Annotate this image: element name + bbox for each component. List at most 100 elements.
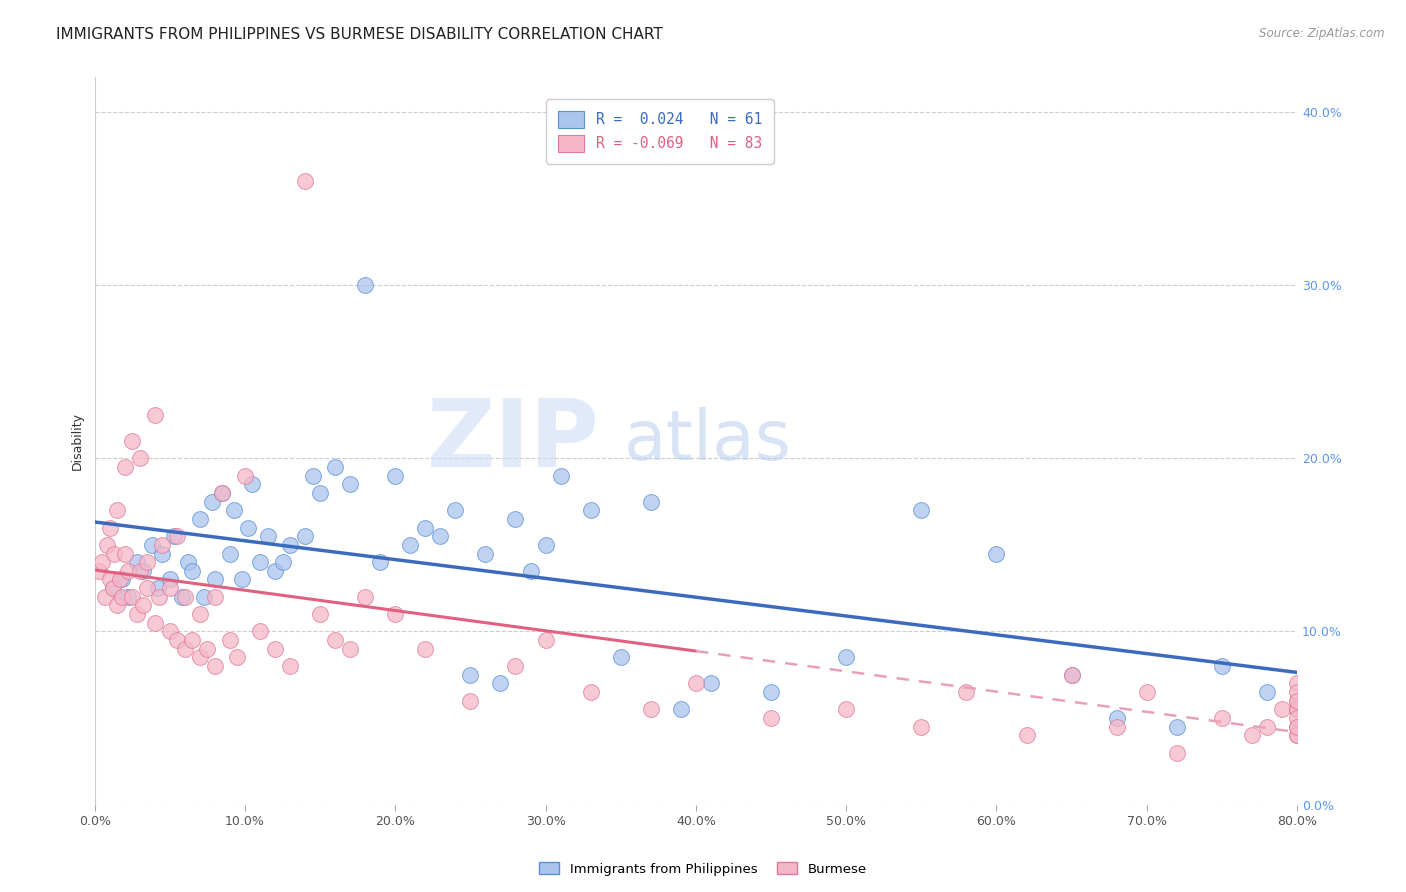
Point xyxy=(111,573,134,587)
Point xyxy=(309,607,332,621)
Point xyxy=(759,685,782,699)
Point xyxy=(195,641,218,656)
Point xyxy=(579,685,602,699)
Point xyxy=(166,633,188,648)
Point xyxy=(399,538,422,552)
Point xyxy=(103,547,125,561)
Point xyxy=(264,564,287,578)
Point xyxy=(1286,728,1309,742)
Point xyxy=(136,555,159,569)
Point xyxy=(429,529,451,543)
Point xyxy=(132,599,155,613)
Point xyxy=(141,538,163,552)
Point xyxy=(233,468,256,483)
Point xyxy=(835,650,858,665)
Point xyxy=(193,590,215,604)
Point xyxy=(143,615,166,630)
Point xyxy=(201,494,224,508)
Point xyxy=(339,641,361,656)
Point xyxy=(384,468,406,483)
Point xyxy=(384,607,406,621)
Point xyxy=(489,676,512,690)
Point xyxy=(159,624,181,639)
Point xyxy=(910,720,932,734)
Point xyxy=(910,503,932,517)
Point xyxy=(173,590,195,604)
Point xyxy=(685,676,707,690)
Point xyxy=(204,659,226,673)
Point xyxy=(609,650,631,665)
Point xyxy=(146,581,169,595)
Point xyxy=(173,641,195,656)
Point xyxy=(114,547,136,561)
Point xyxy=(136,581,159,595)
Point xyxy=(91,555,114,569)
Point xyxy=(94,590,117,604)
Point xyxy=(301,468,323,483)
Point xyxy=(188,607,211,621)
Point xyxy=(1256,685,1278,699)
Point xyxy=(128,564,150,578)
Point xyxy=(98,520,121,534)
Point xyxy=(108,573,131,587)
Point xyxy=(1286,702,1309,716)
Point xyxy=(1060,667,1083,681)
Point xyxy=(700,676,723,690)
Point xyxy=(1166,746,1188,760)
Point xyxy=(1286,693,1309,707)
Point xyxy=(579,503,602,517)
Point xyxy=(640,702,662,716)
Point xyxy=(188,512,211,526)
Point xyxy=(1286,728,1309,742)
Point xyxy=(519,564,541,578)
Point xyxy=(835,702,858,716)
Point xyxy=(1286,702,1309,716)
Point xyxy=(96,538,118,552)
Point xyxy=(1136,685,1159,699)
Point xyxy=(294,174,316,188)
Point xyxy=(98,573,121,587)
Point xyxy=(415,641,437,656)
Point xyxy=(105,599,128,613)
Point xyxy=(219,547,242,561)
Point xyxy=(460,693,482,707)
Point xyxy=(188,650,211,665)
Point xyxy=(125,555,148,569)
Point xyxy=(505,512,527,526)
Point xyxy=(1240,728,1263,742)
Point xyxy=(294,529,316,543)
Point xyxy=(368,555,391,569)
Point xyxy=(1211,659,1233,673)
Point xyxy=(236,520,259,534)
Point xyxy=(204,573,226,587)
Point xyxy=(181,633,204,648)
Point xyxy=(114,459,136,474)
Text: ZIP: ZIP xyxy=(427,395,600,487)
Point xyxy=(159,581,181,595)
Point xyxy=(354,278,377,293)
Point xyxy=(89,564,111,578)
Point xyxy=(759,711,782,725)
Text: IMMIGRANTS FROM PHILIPPINES VS BURMESE DISABILITY CORRELATION CHART: IMMIGRANTS FROM PHILIPPINES VS BURMESE D… xyxy=(56,27,664,42)
Point xyxy=(460,667,482,681)
Point xyxy=(1105,711,1128,725)
Point xyxy=(163,529,186,543)
Point xyxy=(128,451,150,466)
Point xyxy=(166,529,188,543)
Point xyxy=(339,477,361,491)
Point xyxy=(640,494,662,508)
Point xyxy=(242,477,264,491)
Point xyxy=(1286,685,1309,699)
Point xyxy=(224,503,246,517)
Point xyxy=(143,408,166,422)
Point xyxy=(148,590,170,604)
Y-axis label: Disability: Disability xyxy=(72,412,84,470)
Point xyxy=(121,434,143,448)
Point xyxy=(669,702,692,716)
Point xyxy=(550,468,572,483)
Point xyxy=(132,564,155,578)
Point xyxy=(1015,728,1038,742)
Point xyxy=(1256,720,1278,734)
Point xyxy=(256,529,278,543)
Point xyxy=(101,581,124,595)
